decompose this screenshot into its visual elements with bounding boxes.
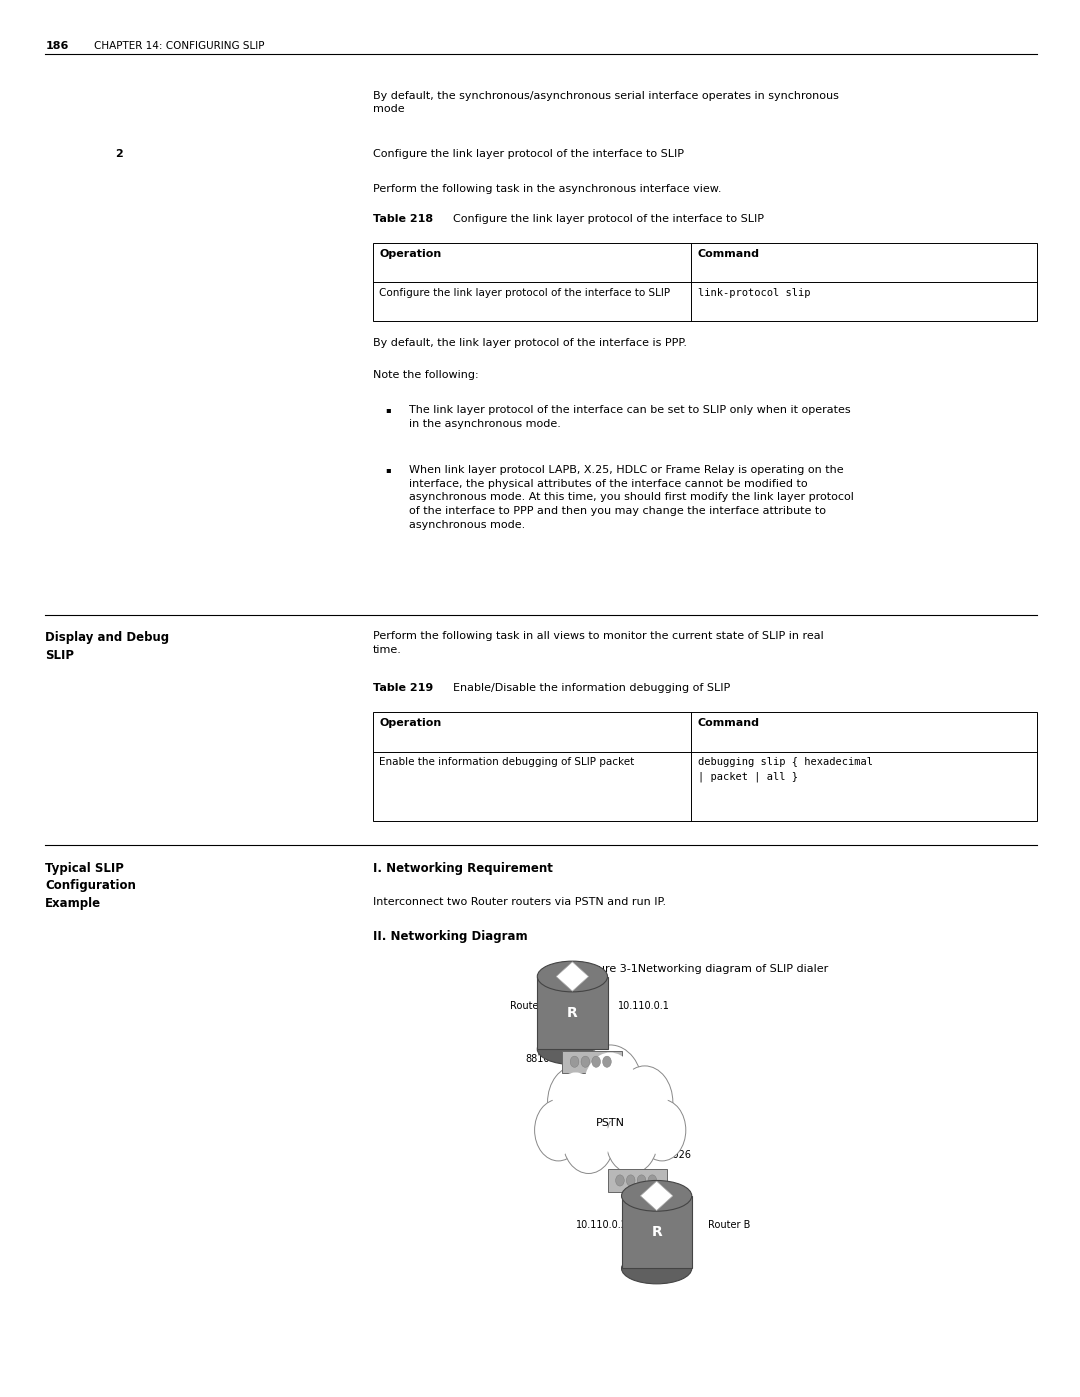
Text: CHAPTER 14: CONFIGURING SLIP: CHAPTER 14: CONFIGURING SLIP [94, 41, 265, 50]
Ellipse shape [538, 961, 607, 992]
Circle shape [548, 1066, 604, 1139]
Text: Operation: Operation [379, 249, 442, 258]
Text: Table 218: Table 218 [373, 214, 433, 224]
Bar [563, 1051, 622, 1073]
Text: R: R [651, 1225, 662, 1239]
Text: ▪: ▪ [386, 405, 391, 414]
Circle shape [648, 1175, 657, 1186]
Text: 186: 186 [45, 41, 69, 50]
Text: Router B: Router B [708, 1220, 751, 1231]
Text: ▪: ▪ [386, 465, 391, 474]
Circle shape [581, 1056, 590, 1067]
Text: Perform the following task in all views to monitor the current state of SLIP in : Perform the following task in all views … [373, 631, 823, 655]
Text: 10.110.0.1: 10.110.0.1 [618, 1000, 670, 1011]
Text: Note the following:: Note the following: [373, 370, 478, 380]
Circle shape [578, 1045, 643, 1129]
Text: Table 219: Table 219 [373, 683, 433, 693]
Text: PSTN: PSTN [596, 1118, 624, 1129]
Circle shape [610, 1112, 653, 1168]
Text: I. Networking Requirement: I. Networking Requirement [373, 862, 553, 875]
Text: 10.110.0.2: 10.110.0.2 [576, 1220, 627, 1231]
Circle shape [539, 1105, 578, 1155]
Text: Enable/Disable the information debugging of SLIP: Enable/Disable the information debugging… [446, 683, 730, 693]
Circle shape [535, 1099, 582, 1161]
Text: Command: Command [698, 718, 759, 728]
Circle shape [638, 1099, 686, 1161]
Circle shape [583, 1052, 637, 1122]
Text: Display and Debug
SLIP: Display and Debug SLIP [45, 631, 170, 662]
Text: Enable the information debugging of SLIP packet: Enable the information debugging of SLIP… [379, 757, 634, 767]
Text: By default, the link layer protocol of the interface is PPP.: By default, the link layer protocol of t… [373, 338, 687, 348]
Circle shape [643, 1105, 681, 1155]
Text: 8810003: 8810003 [525, 1053, 568, 1065]
Text: 8810026: 8810026 [648, 1150, 691, 1161]
Ellipse shape [538, 1034, 607, 1065]
Bar [373, 712, 1037, 821]
Circle shape [603, 1056, 611, 1067]
Text: Operation: Operation [379, 718, 442, 728]
FancyBboxPatch shape [622, 1196, 692, 1268]
Text: When link layer protocol LAPB, X.25, HDLC or Frame Relay is operating on the
int: When link layer protocol LAPB, X.25, HDL… [409, 465, 854, 529]
Circle shape [563, 1106, 615, 1173]
Text: II. Networking Diagram: II. Networking Diagram [373, 930, 527, 943]
Circle shape [553, 1073, 598, 1132]
Circle shape [567, 1112, 610, 1168]
Circle shape [606, 1106, 658, 1173]
Text: Command: Command [698, 249, 759, 258]
Text: 2: 2 [116, 149, 123, 159]
Text: Configure the link layer protocol of the interface to SLIP: Configure the link layer protocol of the… [379, 288, 671, 298]
Circle shape [592, 1056, 600, 1067]
Bar [607, 1169, 667, 1192]
Text: R: R [567, 1006, 578, 1020]
Text: The link layer protocol of the interface can be set to SLIP only when it operate: The link layer protocol of the interface… [409, 405, 851, 429]
Circle shape [626, 1175, 635, 1186]
Circle shape [616, 1175, 624, 1186]
Polygon shape [556, 961, 589, 992]
Circle shape [570, 1056, 579, 1067]
Ellipse shape [622, 1253, 692, 1284]
Text: Typical SLIP
Configuration
Example: Typical SLIP Configuration Example [45, 862, 136, 909]
Text: By default, the synchronous/asynchronous serial interface operates in synchronou: By default, the synchronous/asynchronous… [373, 91, 838, 115]
Circle shape [617, 1066, 673, 1139]
Polygon shape [640, 1182, 673, 1210]
Text: debugging slip { hexadecimal
| packet | all }: debugging slip { hexadecimal | packet | … [698, 757, 873, 782]
Text: Interconnect two Router routers via PSTN and run IP.: Interconnect two Router routers via PSTN… [373, 897, 665, 907]
Text: Router A: Router A [510, 1000, 552, 1011]
Circle shape [637, 1175, 646, 1186]
Text: link-protocol slip: link-protocol slip [698, 288, 810, 298]
Bar [373, 243, 1037, 321]
Circle shape [622, 1073, 667, 1132]
Ellipse shape [622, 1180, 692, 1211]
Text: Configure the link layer protocol of the interface to SLIP: Configure the link layer protocol of the… [446, 214, 764, 224]
Text: Perform the following task in the asynchronous interface view.: Perform the following task in the asynch… [373, 184, 721, 194]
Text: Configure the link layer protocol of the interface to SLIP: Configure the link layer protocol of the… [373, 149, 684, 159]
Text: Figure 3-1Networking diagram of SLIP dialer: Figure 3-1Networking diagram of SLIP dia… [581, 964, 828, 974]
FancyBboxPatch shape [538, 977, 607, 1049]
